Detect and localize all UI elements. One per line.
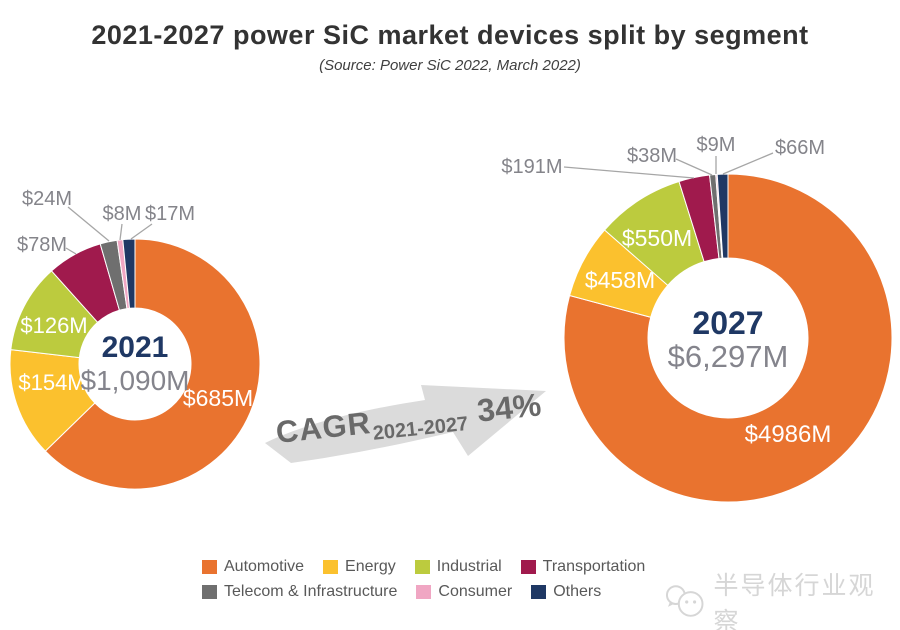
legend-label: Others [553, 583, 602, 600]
label-leader-line [722, 152, 774, 175]
segment-value-label: $66M [775, 137, 825, 159]
legend-swatch-others [531, 585, 547, 599]
legend: Automotive Energy Industrial Transportat… [202, 558, 645, 608]
segment-automotive [563, 173, 893, 503]
legend-label: Automotive [224, 558, 305, 575]
segment-value-label: $8M [103, 203, 142, 225]
legend-label: Industrial [436, 558, 502, 575]
legend-item-others: Others [531, 583, 601, 601]
donut-year-label: 2027 [692, 305, 763, 341]
label-leader-line [119, 223, 123, 241]
legend-swatch-consumer [416, 585, 432, 599]
legend-item-transportation: Transportation [520, 558, 646, 576]
segment-value-label: $126M [20, 313, 87, 338]
legend-label: Energy [345, 558, 396, 575]
label-leader-line [67, 206, 110, 242]
segment-value-label: $191M [501, 156, 562, 178]
segment-others [716, 173, 729, 259]
segment-value-label: $685M [183, 385, 253, 411]
watermark-text: 半导体行业观察 [713, 572, 876, 630]
watermark: 半导体行业观察 [664, 566, 900, 630]
page-title: 2021-2027 power SiC market devices split… [91, 20, 809, 50]
legend-item-automotive: Automotive [202, 558, 304, 576]
legend-row-2: Telecom & Infrastructure Consumer Others [202, 583, 645, 601]
donut-total-label: $1,090M [81, 365, 190, 396]
legend-label: Telecom & Infrastructure [224, 583, 398, 600]
watermark-logo-icon [665, 585, 704, 617]
label-leader-line [563, 166, 695, 179]
segment-value-label: $550M [622, 225, 692, 251]
legend-swatch-energy [323, 560, 339, 574]
growth-arrow-icon [265, 385, 546, 463]
legend-label: Consumer [438, 583, 513, 600]
segment-value-label: $17M [145, 203, 195, 225]
donut-year-label: 2021 [102, 331, 169, 364]
segment-automotive [44, 238, 261, 490]
donut-total-label: $6,297M [668, 339, 789, 374]
legend-swatch-industrial [414, 560, 430, 574]
segment-others [122, 238, 136, 309]
legend-item-energy: Energy [323, 558, 396, 576]
donut-chart-2021: $685M $154M $126M $78M $24M $8M $17M 2021$1,090… [9, 188, 261, 490]
legend-row-1: Automotive Energy Industrial Transportat… [202, 558, 645, 576]
label-leader-line [130, 223, 153, 240]
segment-value-label: $4986M [745, 421, 832, 448]
legend-swatch-automotive [202, 560, 217, 574]
label-leader-line [65, 247, 77, 255]
segment-value-label: $9M [697, 134, 736, 156]
cagr-value: 34% [475, 386, 543, 429]
label-leader-line [675, 158, 713, 176]
legend-item-telecom-infrastructure: Telecom & Infrastructure [202, 583, 397, 601]
donut-chart-2027: $4986M $458M $550M $191M $38M $9M $66M 2027$6,2… [501, 134, 893, 503]
segment-value-label: $38M [627, 145, 677, 167]
segment-value-label: $24M [22, 188, 72, 210]
segment-value-label: $458M [585, 267, 655, 293]
segment-value-label: $78M [17, 234, 67, 256]
segment-value-label: $154M [18, 370, 85, 395]
source-subtitle: (Source: Power SiC 2022, March 2022) [319, 57, 581, 74]
legend-label: Transportation [542, 558, 646, 575]
legend-swatch-transportation [520, 560, 536, 574]
legend-item-consumer: Consumer [416, 583, 512, 601]
legend-swatch-telecom [202, 585, 217, 599]
legend-item-industrial: Industrial [414, 558, 502, 576]
